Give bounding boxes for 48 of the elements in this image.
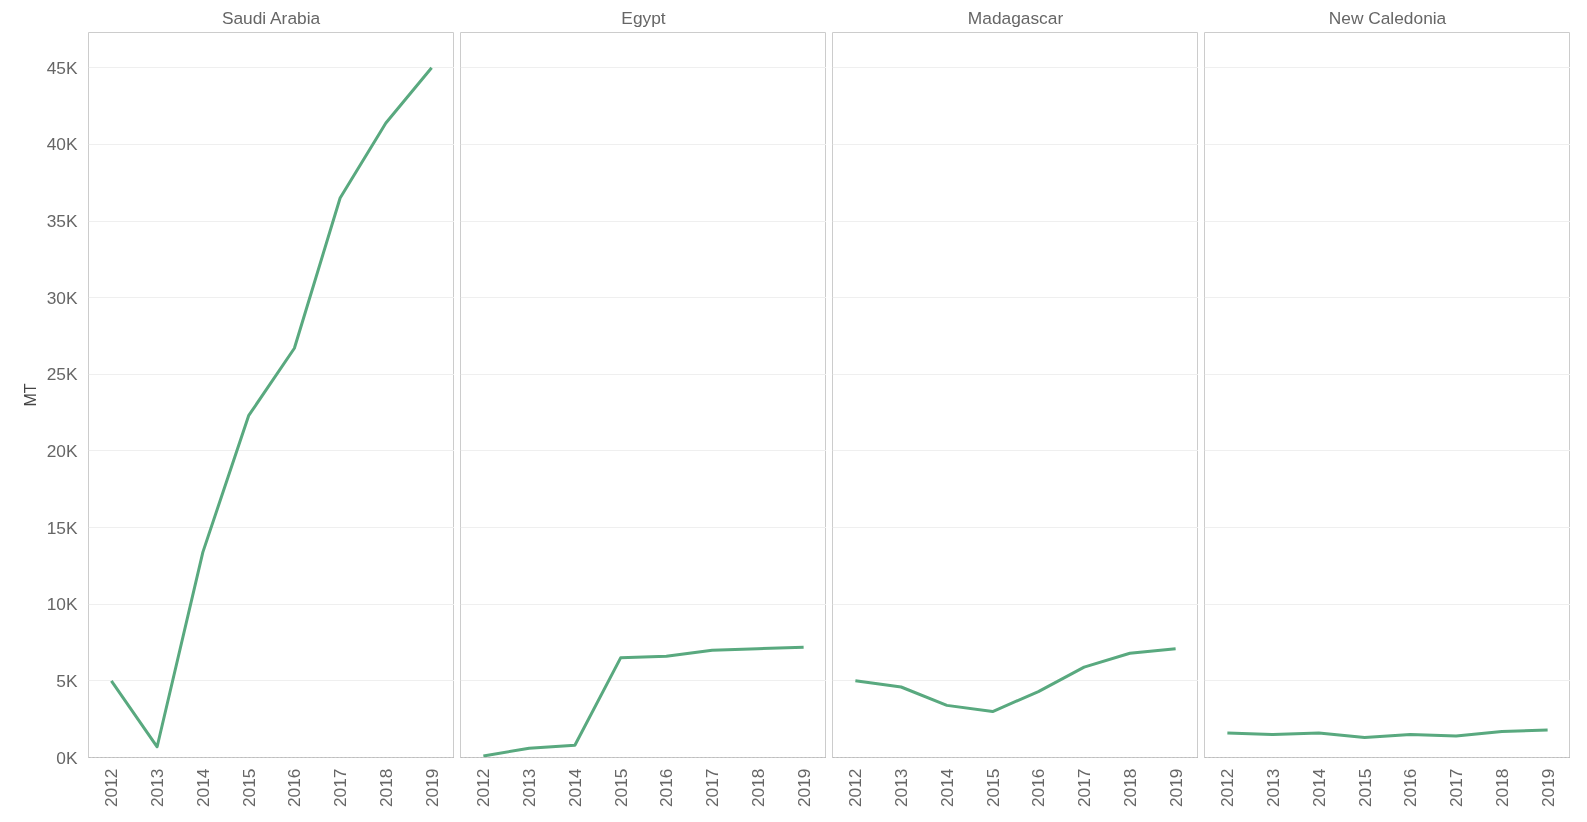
x-tick-label: 2014: [564, 768, 585, 808]
y-tick-label: 0K: [56, 747, 78, 768]
y-tick-label: 40K: [46, 134, 78, 155]
y-axis-title: MT: [21, 383, 39, 407]
x-tick-label: 2019: [421, 768, 442, 808]
x-tick-label: 2016: [1400, 768, 1421, 808]
x-tick-label: 2017: [330, 768, 351, 808]
x-tick-label: 2014: [192, 768, 213, 808]
y-tick-label: 20K: [46, 440, 78, 461]
x-tick-label: 2016: [656, 768, 677, 808]
x-tick-label: 2019: [1537, 768, 1558, 808]
y-tick-label: 15K: [46, 517, 78, 538]
x-tick-label: 2012: [101, 768, 122, 808]
x-tick-label: 2014: [1308, 768, 1329, 808]
x-tick-label: 2015: [982, 768, 1003, 808]
x-tick-label: 2016: [284, 768, 305, 808]
y-tick-label: 10K: [46, 594, 78, 615]
x-tick-label: 2015: [238, 768, 259, 808]
x-tick-label: 2017: [1074, 768, 1095, 808]
x-tick-label: 2012: [473, 768, 494, 808]
line-series: [109, 66, 434, 749]
x-tick-label: 2013: [891, 768, 912, 808]
y-tick-label: 25K: [46, 364, 78, 385]
x-tick-label: 2014: [936, 768, 957, 808]
x-tick-label: 2018: [1491, 768, 1512, 808]
x-tick-label: 2018: [747, 768, 768, 808]
x-tick-label: 2012: [845, 768, 866, 808]
y-tick-label: 5K: [56, 670, 78, 691]
y-tick-label: 30K: [46, 287, 78, 308]
chart-title: New Caledonia: [1328, 7, 1447, 28]
x-tick-label: 2019: [793, 768, 814, 808]
x-tick-label: 2016: [1028, 768, 1049, 808]
x-tick-label: 2015: [610, 768, 631, 808]
x-tick-label: 2013: [147, 768, 168, 808]
x-tick-label: 2015: [1354, 768, 1375, 808]
x-tick-label: 2017: [1446, 768, 1467, 808]
chart-title: Egypt: [621, 7, 666, 28]
x-tick-label: 2012: [1217, 768, 1238, 808]
x-tick-label: 2013: [1263, 768, 1284, 808]
y-tick-label: 35K: [46, 211, 78, 232]
x-tick-label: 2018: [375, 768, 396, 808]
x-tick-label: 2019: [1165, 768, 1186, 808]
chart-title: Saudi Arabia: [221, 7, 321, 28]
chart-title: Madagascar: [967, 7, 1064, 28]
y-tick-label: 45K: [46, 57, 78, 78]
x-tick-label: 2017: [702, 768, 723, 808]
x-tick-label: 2018: [1119, 768, 1140, 808]
x-tick-label: 2013: [519, 768, 540, 808]
